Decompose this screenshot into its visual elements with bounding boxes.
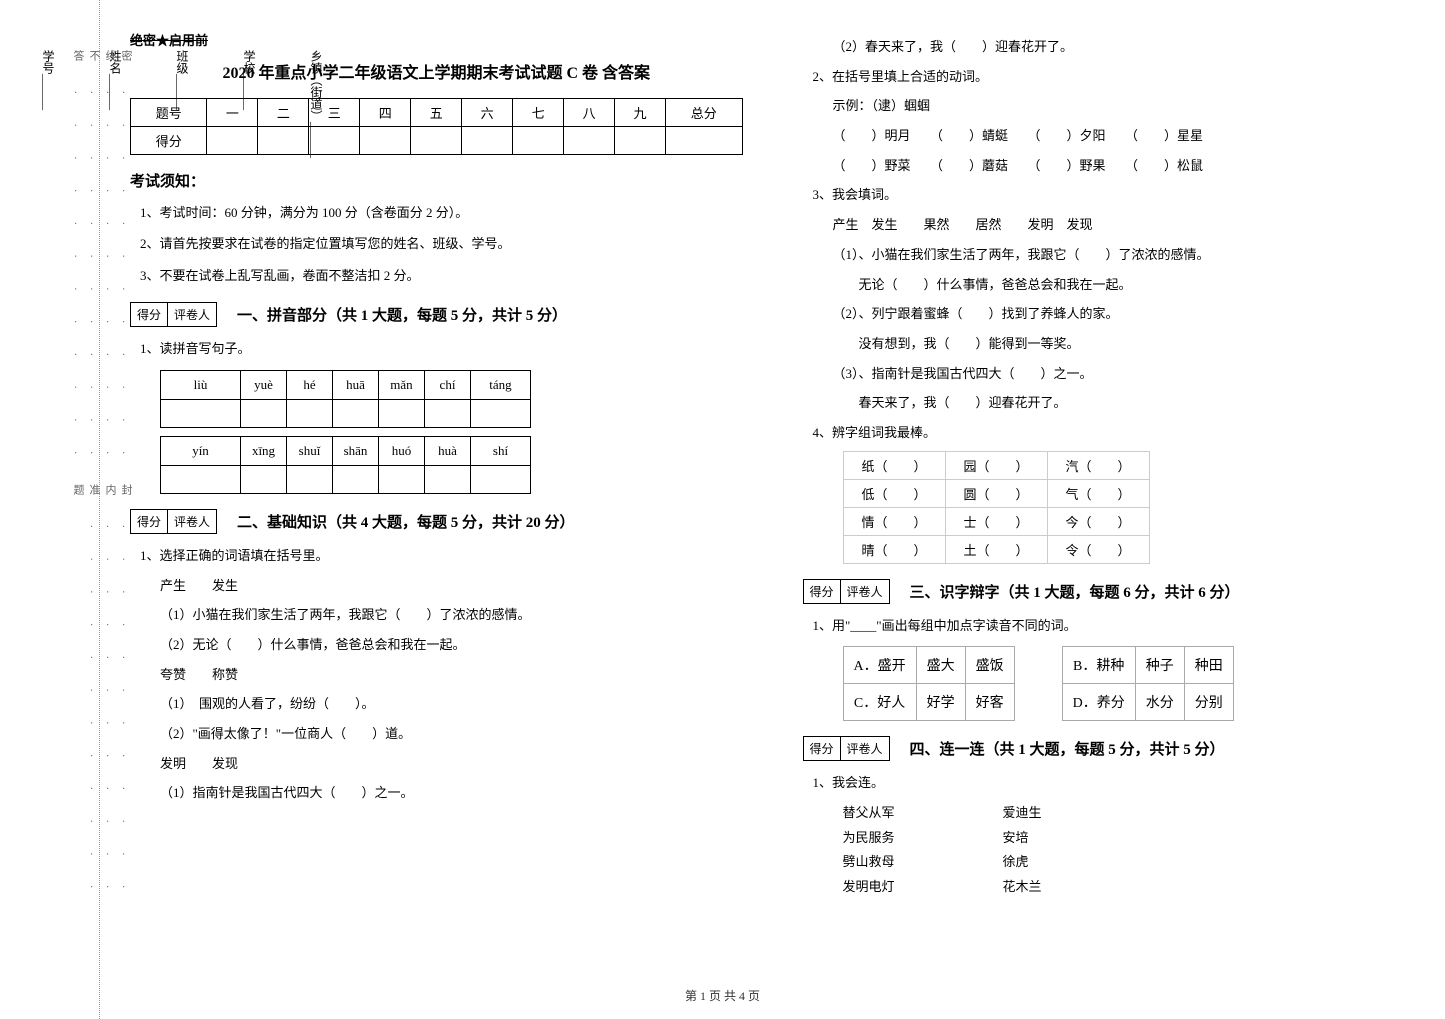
field-class: 班级______ [174,50,191,950]
p2-q3-label: 3、我会填词。 [813,183,1416,208]
match-right: 爱迪生 安培 徐虎 花木兰 [1003,801,1163,900]
p2-q3-2: （2）、列宁跟着蜜蜂（ ）找到了养蜂人的家。 [833,302,1416,327]
grade-box: 得分评卷人 [803,579,890,604]
confidential-label: 绝密★启用前 [130,30,743,49]
p2-q2-line2: （ ）野菜 （ ）蘑菇 （ ）野果 （ ）松鼠 [833,154,1416,179]
part3-header: 得分评卷人 三、识字辩字（共 1 大题，每题 6 分，共计 6 分） [803,579,1416,604]
p2-q2-example: 示例：（逮）蝈蝈 [833,94,1416,119]
p2-q2-line1: （ ）明月 （ ）蜻蜓 （ ）夕阳 （ ）星星 [833,124,1416,149]
p2-q3-3b: 春天来了，我（ ）迎春花开了。 [833,391,1416,416]
field-id: 学号______ [40,50,57,950]
p4-q1-label: 1、我会连。 [813,771,1416,796]
p2-q3-1: （1）、小猫在我们家生活了两年，我跟它（ ）了浓浓的感情。 [833,243,1416,268]
p2-q3-1b: 无论（ ）什么事情，爸爸总会和我在一起。 [833,273,1416,298]
field-township: 乡镇（街道）______ [308,50,325,950]
match-pair: 替父从军 为民服务 劈山救母 发明电灯 爱迪生 安培 徐虎 花木兰 [843,801,1416,900]
char-group-table: 纸（ ）园（ ）汽（ ） 低（ ）圆（ ）气（ ） 情（ ）士（ ）今（ ） 晴… [843,451,1150,564]
binding-strip: 乡镇（街道）______ 学校______ 班级______ 姓名______ … [0,0,100,1019]
match-left: 替父从军 为民服务 劈山救母 发明电灯 [843,801,1003,900]
grade-score: 得分 [804,580,841,603]
p2-q1-6: （2）春天来了，我（ ）迎春花开了。 [833,35,1416,60]
part4-header: 得分评卷人 四、连一连（共 1 大题，每题 5 分，共计 5 分） [803,736,1416,761]
grade-score: 得分 [804,737,841,760]
p2-q2-label: 2、在括号里填上合适的动词。 [813,65,1416,90]
right-column: （2）春天来了，我（ ）迎春花开了。 2、在括号里填上合适的动词。 示例：（逮）… [773,0,1445,1019]
grade-reviewer: 评卷人 [841,737,889,760]
grade-reviewer: 评卷人 [841,580,889,603]
p2-q3-2b: 没有想到，我（ ）能得到一等奖。 [833,332,1416,357]
p2-q3-words: 产生 发生 果然 居然 发明 发现 [833,213,1416,238]
idiom-table: A．盛开 盛大 盛饭 B．耕种 种子 种田 C．好人 好学 好客 D．养分 水分… [843,646,1234,721]
grade-box: 得分评卷人 [803,736,890,761]
part3-title: 三、识字辩字（共 1 大题，每题 6 分，共计 6 分） [910,581,1240,602]
p2-q3-3: （3）、指南针是我国古代四大（ ）之一。 [833,362,1416,387]
cut-line-text: 密............封............线............内… [70,50,134,950]
page-footer: 第 1 页 共 4 页 [0,987,1445,1004]
p3-q1-label: 1、用"____"画出每组中加点字读音不同的词。 [813,614,1416,639]
p2-q4-label: 4、辨字组词我最棒。 [813,421,1416,446]
field-school: 学校______ [241,50,258,950]
part4-title: 四、连一连（共 1 大题，每题 5 分，共计 5 分） [910,738,1225,759]
